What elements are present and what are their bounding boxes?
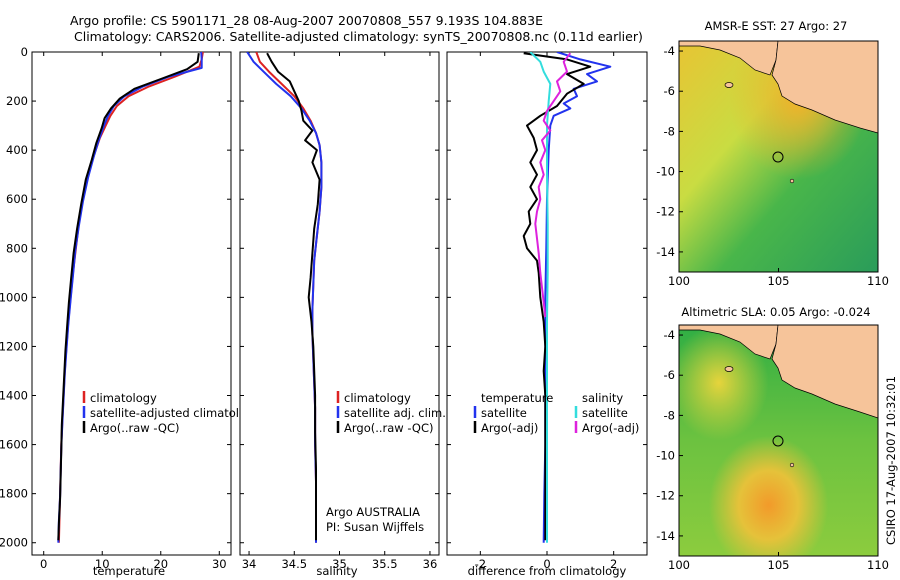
legend-label-argo: Argo(..raw -QC) [90,421,180,435]
difference-lines [522,52,612,543]
map-y-tick-label: -14 [656,245,675,259]
x-tick-label: 35.5 [372,557,398,571]
difference-panel: -2 0 2 difference from climatology tempera… [446,51,648,578]
temperature-axis-ticks: 0 10 20 30 0 200 400 600 800 1000 1200 1400 1600 1800… [0,45,231,571]
y-tick-label: 600 [6,192,28,206]
sst-map-title: AMSR-E SST: 27 Argo: 27 [705,19,848,33]
temperature-panel: 0 10 20 30 0 200 400 600 800 1000 1200 1400 1600 1800… [0,45,260,578]
map-y-tick-label: -8 [664,124,675,138]
x-tick-label: 30 [212,557,227,571]
map-x-tick-label: 110 [867,274,889,288]
temperature-axes-frame [31,51,232,556]
sla-map-panel: Altimetric SLA: 0.05 Argo: -0.024 100 105… [656,305,889,572]
y-tick-label: 1800 [0,487,28,501]
legend-title-salinity: salinity [582,391,623,405]
legend-label-temp-argo: Argo(-adj) [481,421,538,435]
legend-label-sal-argo: Argo(-adj) [582,421,639,435]
map-x-tick-label: 105 [768,274,790,288]
sst-float-marker [772,151,784,163]
map-y-tick-label: -12 [656,489,675,503]
sst-axis-ticks: 100 105 110 -4 -6 -8 -10 -12 -14 [656,44,889,288]
sla-christmas-island [789,462,795,468]
x-tick-label: -2 [475,557,486,571]
y-tick-label: 1000 [0,290,28,304]
sst-christmas-island [789,178,795,184]
pi-annotation: PI: Susan Wijffels [326,520,424,534]
y-tick-label: 200 [6,94,28,108]
temperature-xlabel: temperature [93,564,165,578]
argo-australia-annotation: Argo AUSTRALIA [326,505,420,519]
x-tick-label: 0 [40,557,47,571]
salinity-axes-frame [239,51,440,556]
map-y-tick-label: -10 [656,165,675,179]
series-line-sal-satellite [529,52,552,543]
map-x-tick-label: 105 [768,558,790,572]
sst-island [724,82,734,88]
series-line-temp-argo [522,52,592,541]
legend-label-satellite: satellite adj. clim. [344,406,446,420]
map-y-tick-label: -6 [664,84,675,98]
map-y-tick-label: -10 [656,449,675,463]
legend-label-sal-satellite: satellite [582,406,628,420]
y-tick-label: 0 [21,45,28,59]
salinity-axis-ticks: 34 34.5 35 35.5 36 [240,51,439,571]
sla-map-title: Altimetric SLA: 0.05 Argo: -0.024 [681,305,870,319]
legend-label-temp-satellite: satellite [481,406,527,420]
x-tick-label: 2 [610,557,617,571]
y-tick-label: 2000 [0,536,28,550]
legend-label-satellite: satellite-adjusted climatology [90,406,260,420]
legend-label-climatology: climatology [344,391,411,405]
salinity-lines [246,52,323,543]
temperature-legend: climatology satellite-adjusted climatolo… [82,391,260,435]
legend-title-temperature: temperature [481,391,553,405]
sla-island [724,366,734,372]
y-tick-label: 1200 [0,339,28,353]
map-x-tick-label: 110 [867,558,889,572]
map-y-tick-label: -8 [664,408,675,422]
difference-axis-ticks: -2 0 2 [447,51,647,571]
csiro-credit: CSIRO 17-Aug-2007 10:32:01 [884,376,898,545]
map-x-tick-label: 100 [668,558,690,572]
x-tick-label: 36 [423,557,438,571]
temperature-lines [57,52,204,543]
salinity-xlabel: salinity [316,564,357,578]
salinity-legend: climatology satellite adj. clim. Argo(..… [336,391,446,435]
map-y-tick-label: -6 [664,368,675,382]
difference-legend: temperature salinity satellite Argo(-adj… [473,391,639,435]
map-x-tick-label: 100 [668,274,690,288]
series-line-argo [57,53,200,541]
series-line-sal-argo [534,52,572,318]
y-tick-label: 1400 [0,389,28,403]
x-tick-label: 20 [153,557,168,571]
header-line1: Argo profile: CS 5901171_28 08-Aug-2007 … [70,13,543,28]
legend-label-climatology: climatology [90,391,157,405]
map-y-tick-label: -4 [664,328,675,342]
sla-float-marker [772,435,784,447]
header-line2: Climatology: CARS2006. Satellite-adjuste… [74,29,643,44]
sst-map-panel: AMSR-E SST: 27 Argo: 27 100 105 110 -4 -6 -8 -… [656,19,889,288]
y-tick-label: 400 [6,143,28,157]
y-tick-label: 1600 [0,438,28,452]
series-line-argo [266,52,321,541]
x-tick-label: 34 [242,557,257,571]
map-y-tick-label: -4 [664,44,675,58]
map-y-tick-label: -14 [656,529,675,543]
x-tick-label: 0 [543,557,550,571]
sla-axis-ticks: 100 105 110 -4 -6 -8 -10 -12 -14 [656,328,889,572]
x-tick-label: 10 [95,557,110,571]
y-tick-label: 800 [6,241,28,255]
salinity-panel: 34 34.5 35 35.5 36 salinity climatology sate… [239,51,446,578]
x-tick-label: 34.5 [281,557,307,571]
legend-label-argo: Argo(..raw -QC) [344,421,434,435]
x-tick-label: 35 [332,557,347,571]
difference-xlabel: difference from climatology [468,564,627,578]
map-y-tick-label: -12 [656,205,675,219]
